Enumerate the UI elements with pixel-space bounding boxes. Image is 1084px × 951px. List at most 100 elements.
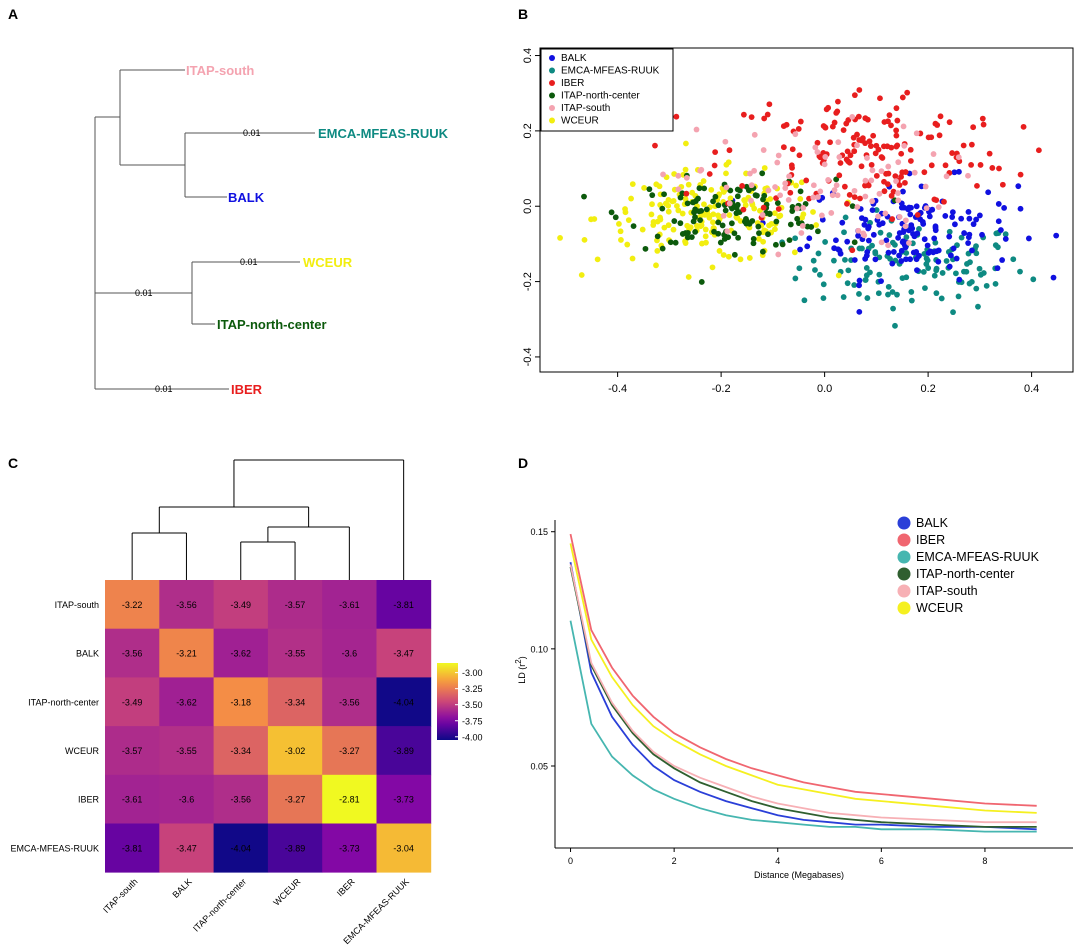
heatmap-cell-value: -3.56	[122, 649, 143, 659]
heatmap-dendrogram	[131, 459, 405, 580]
heatmap-cell	[376, 774, 432, 824]
point-itap-north-center	[677, 220, 684, 227]
heatmap-cell	[105, 774, 160, 824]
point-itap-north-center	[736, 187, 743, 194]
point-itap-north-center	[765, 231, 771, 238]
point-balk	[985, 189, 992, 196]
point-iber	[878, 154, 885, 160]
heatmap-cell	[105, 580, 160, 630]
point-wceur	[670, 226, 677, 233]
point-iber	[683, 190, 690, 197]
point-itap-south	[748, 182, 755, 189]
point-wceur	[685, 274, 692, 280]
point-emca-mfeas-ruuk	[894, 291, 900, 298]
point-iber	[898, 150, 905, 157]
point-itap-south	[900, 123, 907, 130]
point-wceur	[701, 201, 707, 208]
point-iber	[989, 165, 996, 171]
point-wceur	[746, 255, 753, 261]
colorbar-tick-label: -3.25	[462, 684, 483, 694]
x-tick-label: 2	[672, 856, 677, 866]
point-balk	[878, 278, 884, 285]
point-itap-north-center	[773, 218, 780, 225]
x-tick-label: 0.2	[920, 383, 935, 395]
point-itap-north-center	[717, 239, 724, 246]
point-emca-mfeas-ruuk	[873, 207, 880, 213]
heatmap-cell	[213, 580, 269, 630]
heatmap-cell-value: -3.89	[285, 843, 306, 853]
heatmap-cell	[159, 726, 214, 776]
point-itap-south	[798, 230, 805, 236]
point-itap-south	[775, 152, 782, 159]
point-itap-north-center	[608, 209, 615, 216]
point-wceur	[793, 182, 799, 189]
point-emca-mfeas-ruuk	[963, 268, 970, 275]
point-itap-south	[693, 126, 700, 133]
panel-b-scatter: -0.4 -0.4 -0.2 -0.2 0.0 0.0 0.2 0.2 0.4 0.4 BALK EM…	[522, 47, 1074, 395]
point-itap-north-center	[728, 220, 735, 227]
legend-marker-emca-mfeas-ruuk	[897, 550, 911, 564]
legend-marker-iber	[549, 80, 555, 86]
point-emca-mfeas-ruuk	[933, 290, 940, 297]
point-balk	[797, 246, 803, 253]
point-balk	[914, 230, 921, 237]
heatmap-cell	[322, 677, 377, 727]
point-emca-mfeas-ruuk	[922, 285, 928, 292]
point-iber	[886, 112, 893, 119]
point-emca-mfeas-ruuk	[975, 303, 981, 310]
point-iber	[979, 115, 986, 122]
point-iber	[999, 181, 1006, 188]
point-wceur	[771, 210, 778, 217]
heatmap-cell	[322, 774, 377, 824]
point-wceur	[797, 195, 804, 202]
point-balk	[961, 230, 968, 236]
y-tick-label: 0.0	[522, 199, 534, 214]
point-balk	[935, 247, 942, 254]
heatmap-cell	[159, 774, 214, 824]
point-emca-mfeas-ruuk	[955, 293, 962, 300]
point-iber	[870, 132, 877, 139]
legend-entry-iber: IBER	[561, 78, 584, 89]
point-itap-south	[854, 204, 861, 210]
point-itap-south	[862, 177, 869, 184]
point-wceur	[725, 253, 732, 260]
point-emca-mfeas-ruuk	[844, 280, 851, 287]
heatmap-cell-value: -3.73	[393, 795, 414, 805]
point-wceur	[702, 233, 709, 240]
point-emca-mfeas-ruuk	[992, 242, 999, 249]
point-balk	[935, 258, 942, 265]
point-wceur	[813, 222, 820, 228]
point-itap-south	[869, 198, 876, 205]
heatmap-cell-value: -3.81	[393, 600, 414, 610]
point-balk	[898, 258, 905, 264]
point-balk	[913, 203, 920, 210]
point-iber	[884, 181, 891, 188]
heatmap-row-label: IBER	[78, 795, 100, 805]
heatmap-cell	[267, 580, 323, 630]
heatmap-cell	[376, 677, 432, 727]
point-itap-north-center	[774, 200, 781, 206]
point-itap-north-center	[697, 217, 704, 224]
point-iber	[840, 127, 847, 134]
point-balk	[956, 168, 962, 175]
point-iber	[761, 115, 768, 122]
point-itap-north-center	[646, 186, 653, 193]
point-balk	[869, 207, 876, 214]
legend-marker-itap-south	[549, 105, 555, 111]
heatmap-cell-value: -3.49	[230, 600, 251, 610]
point-wceur	[683, 140, 689, 147]
point-balk	[835, 246, 842, 253]
point-balk	[919, 219, 926, 225]
heatmap-cell-value: -3.34	[285, 697, 306, 707]
point-itap-south	[895, 159, 902, 166]
point-itap-north-center	[749, 218, 756, 224]
point-itap-south	[810, 194, 817, 201]
point-itap-north-center	[581, 193, 587, 200]
heatmap-cell-value: -3.56	[176, 600, 197, 610]
point-itap-south	[812, 144, 819, 151]
point-itap-south	[935, 204, 942, 211]
point-emca-mfeas-ruuk	[862, 276, 869, 283]
point-emca-mfeas-ruuk	[830, 257, 837, 264]
point-iber	[844, 200, 850, 207]
point-balk	[921, 236, 928, 243]
